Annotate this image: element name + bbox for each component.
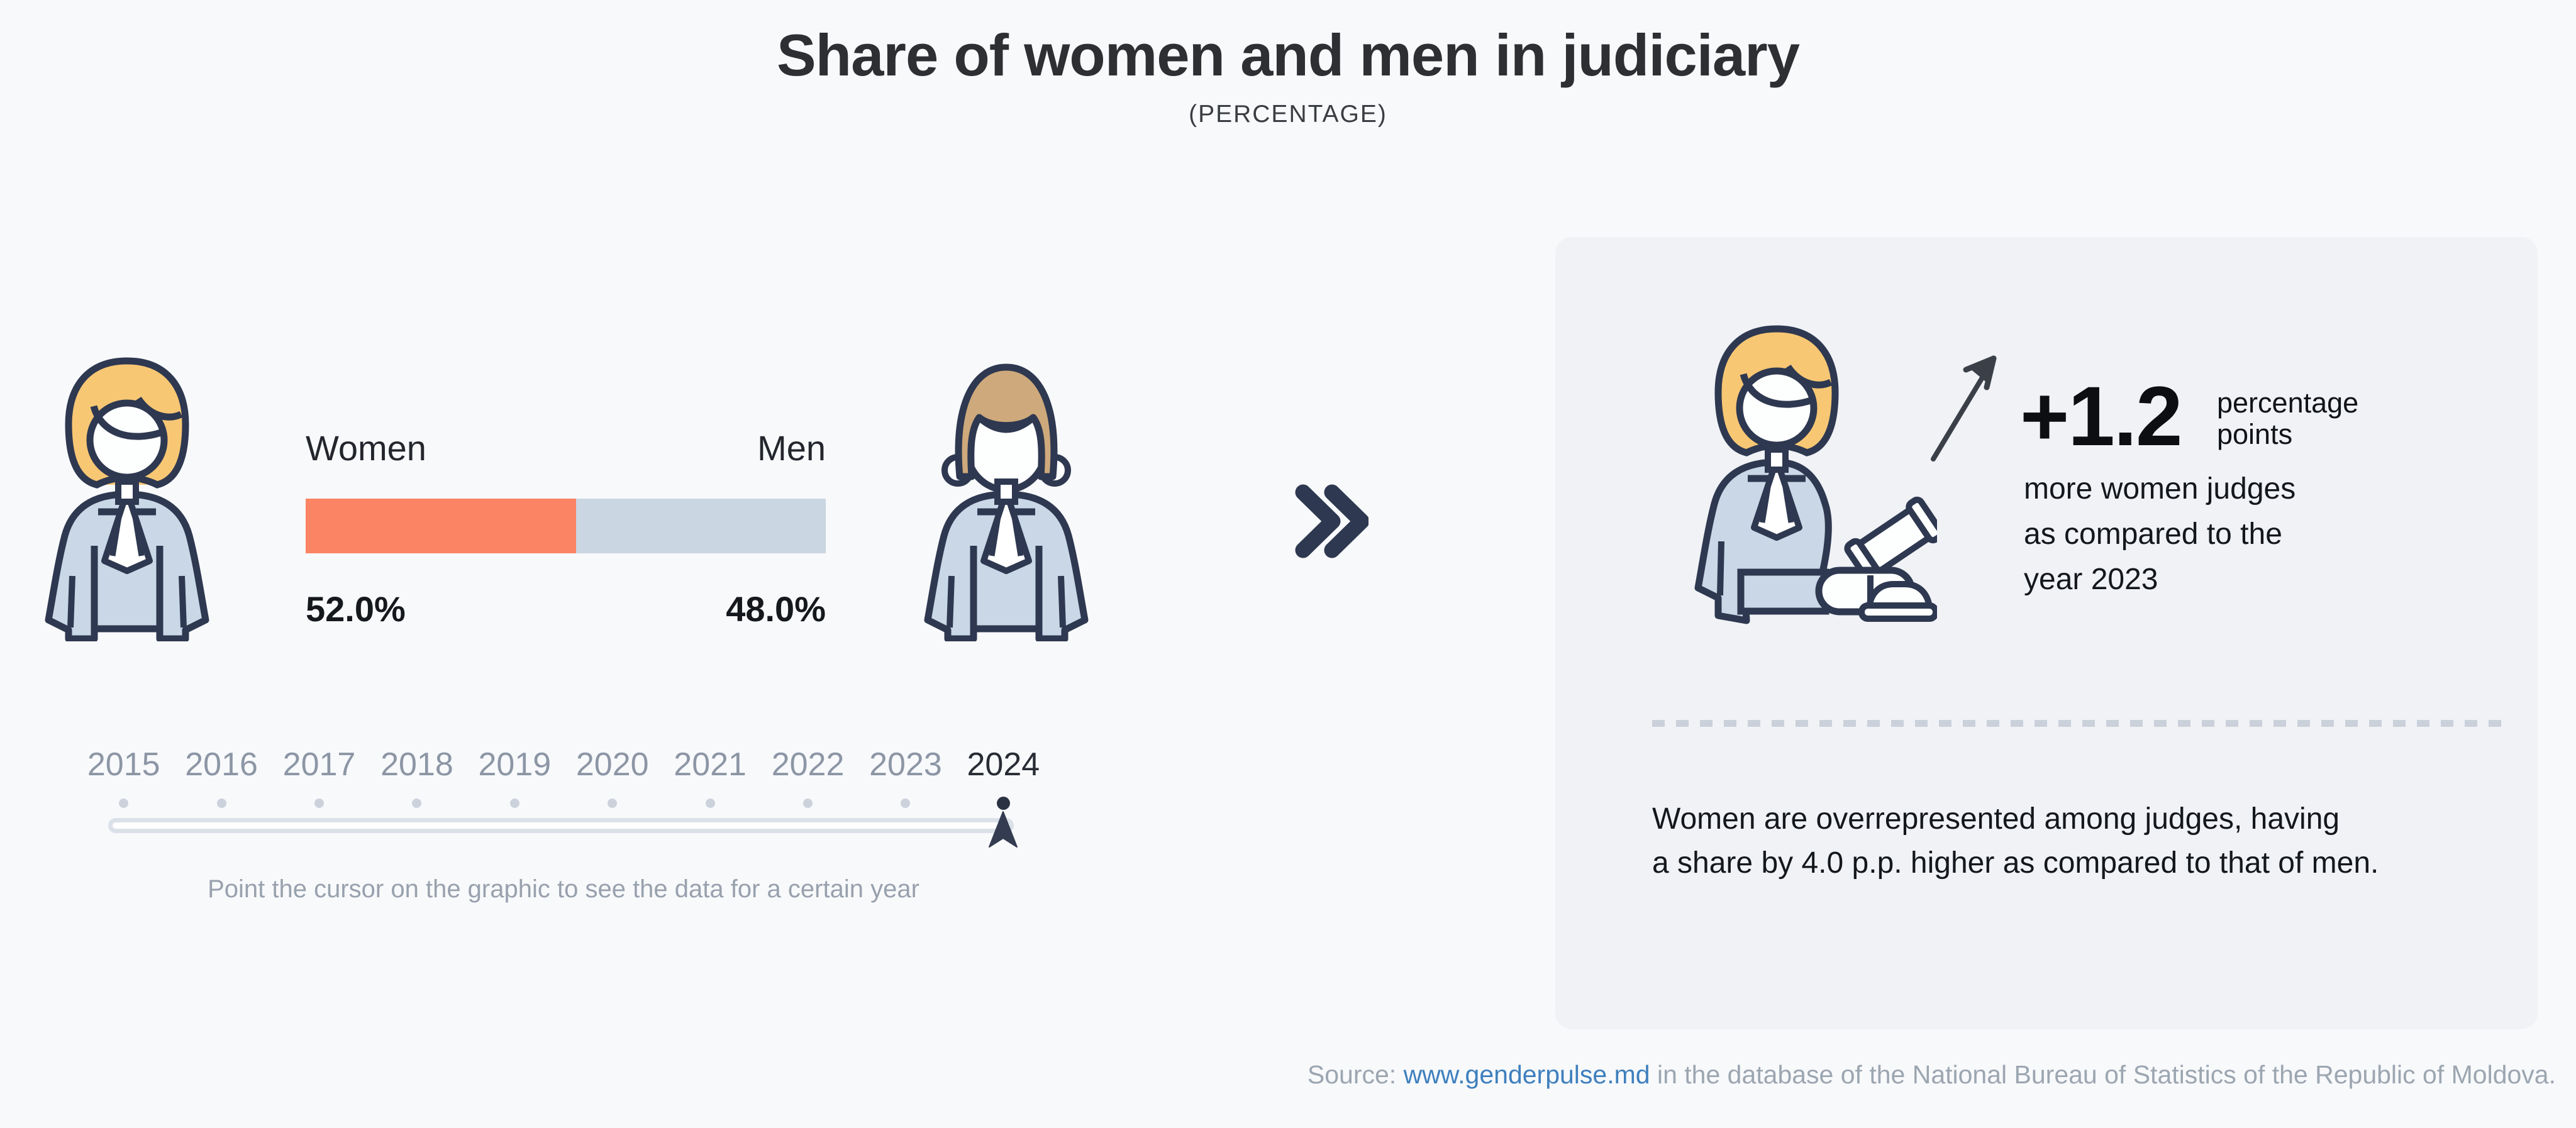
women-value: 52.0% [306, 589, 406, 629]
timeline-dot[interactable] [803, 798, 813, 808]
timeline-year-2022[interactable]: 2022 [771, 746, 845, 783]
gender-share-bar-group: Women Men 52.0% 48.0% [306, 428, 826, 629]
timeline-year-2018[interactable]: 2018 [380, 746, 453, 783]
timeline-dot[interactable] [412, 798, 422, 808]
man-judge-icon [924, 363, 1089, 641]
timeline-dot[interactable] [314, 798, 325, 808]
timeline-dots [75, 796, 1052, 810]
timeline-dot[interactable] [705, 798, 715, 808]
woman-judge-icon [45, 357, 209, 641]
timeline-dot-active[interactable] [996, 796, 1010, 810]
delta-value: +1.2 [2020, 370, 2183, 463]
woman-judge-gavel-icon [1694, 325, 1937, 624]
delta-description: more women judges as compared to the yea… [2024, 472, 2296, 596]
timeline-dot[interactable] [509, 798, 519, 808]
timeline-dot[interactable] [119, 798, 129, 808]
timeline-year-2024[interactable]: 2024 [967, 746, 1040, 783]
timeline-year-2020[interactable]: 2020 [575, 746, 649, 783]
source-link[interactable]: www.genderpulse.md [1403, 1060, 1650, 1089]
timeline-hint: Point the cursor on the graphic to see t… [208, 875, 919, 903]
arrow-up-right-icon [1931, 355, 1997, 462]
men-label: Men [757, 428, 826, 468]
timeline-year-2016[interactable]: 2016 [185, 746, 258, 783]
double-chevron-right-icon [1295, 484, 1368, 558]
page-title: Share of women and men in judiciary [776, 22, 1800, 88]
summary-text: Women are overrepresented among judges, … [1652, 802, 2379, 880]
men-value: 48.0% [726, 589, 826, 629]
dashed-divider [1652, 720, 2511, 727]
delta-unit: percentage points [2217, 387, 2359, 451]
bar-segment-men[interactable] [576, 499, 826, 553]
timeline-track[interactable] [108, 818, 1014, 833]
timeline-year-2017[interactable]: 2017 [282, 746, 356, 783]
timeline-year-2023[interactable]: 2023 [869, 746, 942, 783]
source-suffix: in the database of the National Bureau o… [1650, 1060, 2556, 1089]
timeline-year-2021[interactable]: 2021 [674, 746, 747, 783]
gender-share-bar [306, 499, 826, 553]
timeline-year-2019[interactable]: 2019 [478, 746, 552, 783]
timeline-years: 2015 2016 2017 2018 2019 2020 2021 2022 … [75, 746, 1052, 783]
timeline-cursor-icon[interactable] [988, 810, 1018, 849]
timeline-year-2015[interactable]: 2015 [87, 746, 160, 783]
source-line: Source: www.genderpulse.md in the databa… [1307, 1060, 2556, 1090]
timeline-dot[interactable] [608, 798, 618, 808]
source-prefix: Source: [1307, 1060, 1404, 1089]
timeline-dot[interactable] [216, 798, 226, 808]
women-label: Women [306, 428, 426, 468]
timeline-dot[interactable] [901, 798, 911, 808]
page-subtitle: (PERCENTAGE) [1189, 101, 1387, 128]
bar-segment-women[interactable] [306, 499, 577, 553]
